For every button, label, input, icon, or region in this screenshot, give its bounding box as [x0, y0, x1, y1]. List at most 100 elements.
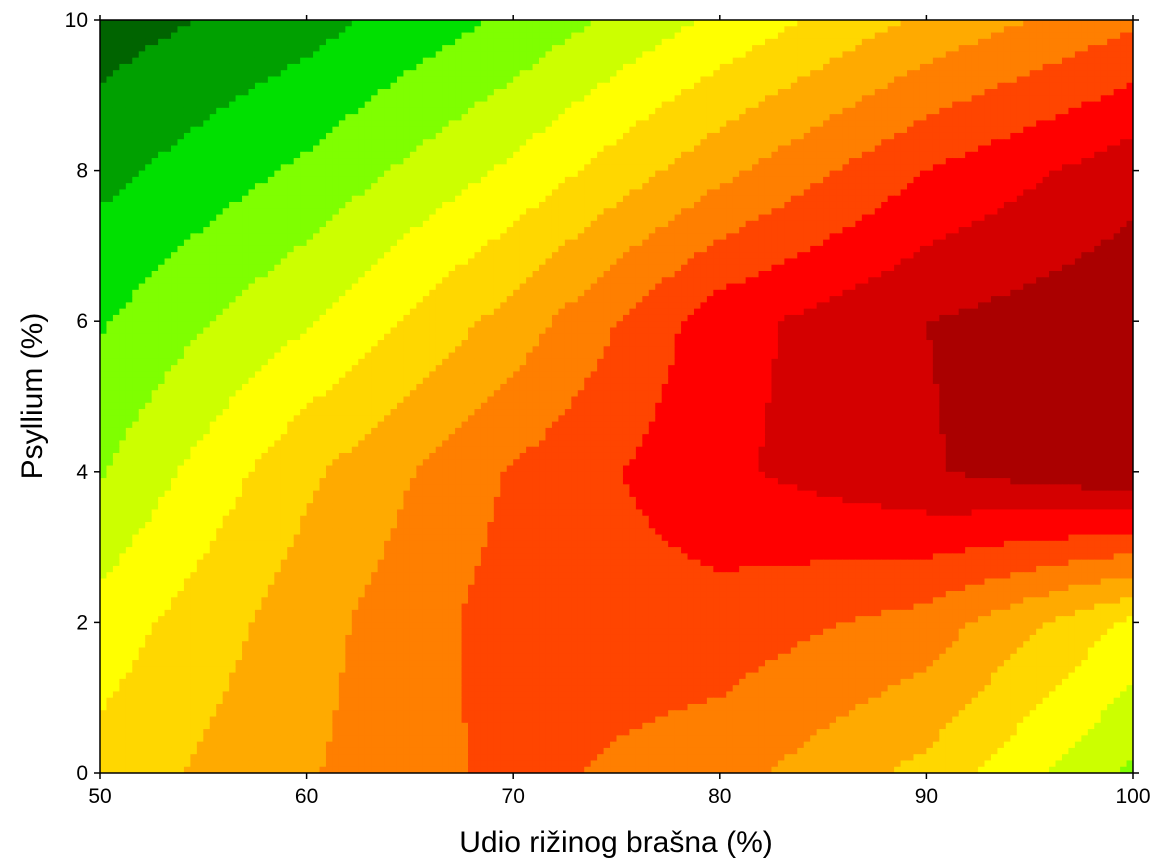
- contour-cell: [183, 32, 191, 40]
- contour-cell: [416, 95, 424, 103]
- contour-cell: [610, 126, 618, 134]
- contour-cell: [894, 76, 902, 84]
- contour-cell: [1023, 51, 1031, 59]
- contour-cell: [480, 120, 488, 128]
- contour-cell: [267, 20, 275, 27]
- contour-cell: [539, 151, 547, 159]
- contour-cell: [416, 145, 424, 153]
- contour-cell: [790, 32, 798, 40]
- contour-cell: [732, 120, 740, 128]
- contour-cell: [164, 132, 172, 140]
- contour-cell: [894, 189, 902, 197]
- contour-cell: [655, 158, 663, 165]
- contour-cell: [1036, 63, 1044, 71]
- contour-cell: [409, 70, 417, 78]
- contour-cell: [984, 114, 992, 122]
- contour-cell: [106, 158, 114, 165]
- contour-cell: [487, 189, 495, 197]
- contour-cell: [487, 176, 495, 184]
- contour-cell: [267, 89, 275, 96]
- contour-cell: [435, 38, 443, 46]
- contour-cell: [519, 126, 527, 134]
- contour-cell: [1081, 145, 1089, 153]
- contour-cell: [861, 76, 869, 84]
- contour-cell: [1113, 63, 1121, 71]
- contour-cell: [661, 95, 669, 103]
- contour-cell: [526, 51, 534, 59]
- contour-cell: [125, 164, 133, 172]
- contour-cell: [674, 195, 682, 203]
- contour-cell: [1100, 76, 1108, 84]
- contour-cell: [764, 126, 773, 134]
- contour-cell: [345, 20, 353, 27]
- contour-cell: [965, 89, 973, 96]
- contour-cell: [125, 89, 133, 96]
- contour-cell: [461, 170, 469, 178]
- contour-cell: [900, 101, 908, 109]
- contour-cell: [597, 82, 605, 90]
- contour-cell: [881, 201, 889, 209]
- contour-cell: [125, 26, 133, 34]
- contour-cell: [203, 170, 211, 178]
- contour-cell: [287, 95, 295, 103]
- contour-cell: [403, 139, 411, 147]
- contour-cell: [719, 189, 727, 197]
- contour-cell: [222, 114, 230, 122]
- contour-cell: [752, 51, 760, 59]
- contour-cell: [610, 189, 618, 197]
- contour-cell: [351, 126, 359, 134]
- contour-cell: [868, 114, 876, 122]
- contour-cell: [325, 26, 334, 34]
- contour-cell: [209, 76, 217, 84]
- contour-cell: [881, 145, 889, 153]
- contour-cell: [571, 132, 579, 140]
- contour-cell: [1023, 57, 1031, 65]
- contour-cell: [190, 214, 198, 222]
- contour-cell: [1003, 201, 1011, 209]
- contour-cell: [855, 32, 863, 40]
- contour-cell: [209, 51, 217, 59]
- contour-cell: [1036, 107, 1044, 115]
- contour-cell: [429, 63, 437, 71]
- contour-cell: [248, 82, 256, 90]
- contour-cell: [894, 89, 902, 96]
- contour-cell: [351, 176, 359, 184]
- contour-cell: [1049, 89, 1057, 96]
- contour-cell: [474, 26, 482, 34]
- contour-cell: [183, 57, 191, 65]
- contour-cell: [493, 139, 501, 147]
- contour-cell: [803, 57, 811, 65]
- contour-cell: [610, 114, 618, 122]
- contour-cell: [435, 82, 443, 90]
- contour-cell: [332, 120, 340, 128]
- contour-cell: [900, 63, 908, 71]
- contour-cell: [112, 158, 120, 165]
- contour-cell: [571, 114, 579, 122]
- contour-cell: [332, 151, 340, 159]
- contour-cell: [913, 145, 921, 153]
- contour-cell: [958, 20, 966, 27]
- contour-cell: [396, 95, 405, 103]
- contour-cell: [313, 101, 321, 109]
- contour-cell: [913, 195, 921, 203]
- contour-cell: [732, 139, 740, 147]
- contour-cell: [1126, 164, 1133, 172]
- contour-cell: [907, 107, 915, 115]
- contour-cell: [332, 45, 340, 52]
- contour-cell: [668, 151, 676, 159]
- contour-cell: [564, 195, 572, 203]
- contour-cell: [810, 114, 818, 122]
- contour-cell: [422, 120, 430, 128]
- contour-cell: [138, 70, 146, 78]
- contour-cell: [435, 63, 443, 71]
- contour-cell: [700, 189, 708, 197]
- contour-cell: [764, 45, 773, 52]
- contour-cell: [816, 89, 824, 96]
- contour-cell: [842, 139, 850, 147]
- contour-cell: [571, 208, 579, 216]
- contour-cell: [958, 145, 966, 153]
- contour-cell: [1068, 89, 1076, 96]
- contour-cell: [848, 101, 856, 109]
- contour-cell: [842, 32, 850, 40]
- contour-cell: [196, 26, 204, 34]
